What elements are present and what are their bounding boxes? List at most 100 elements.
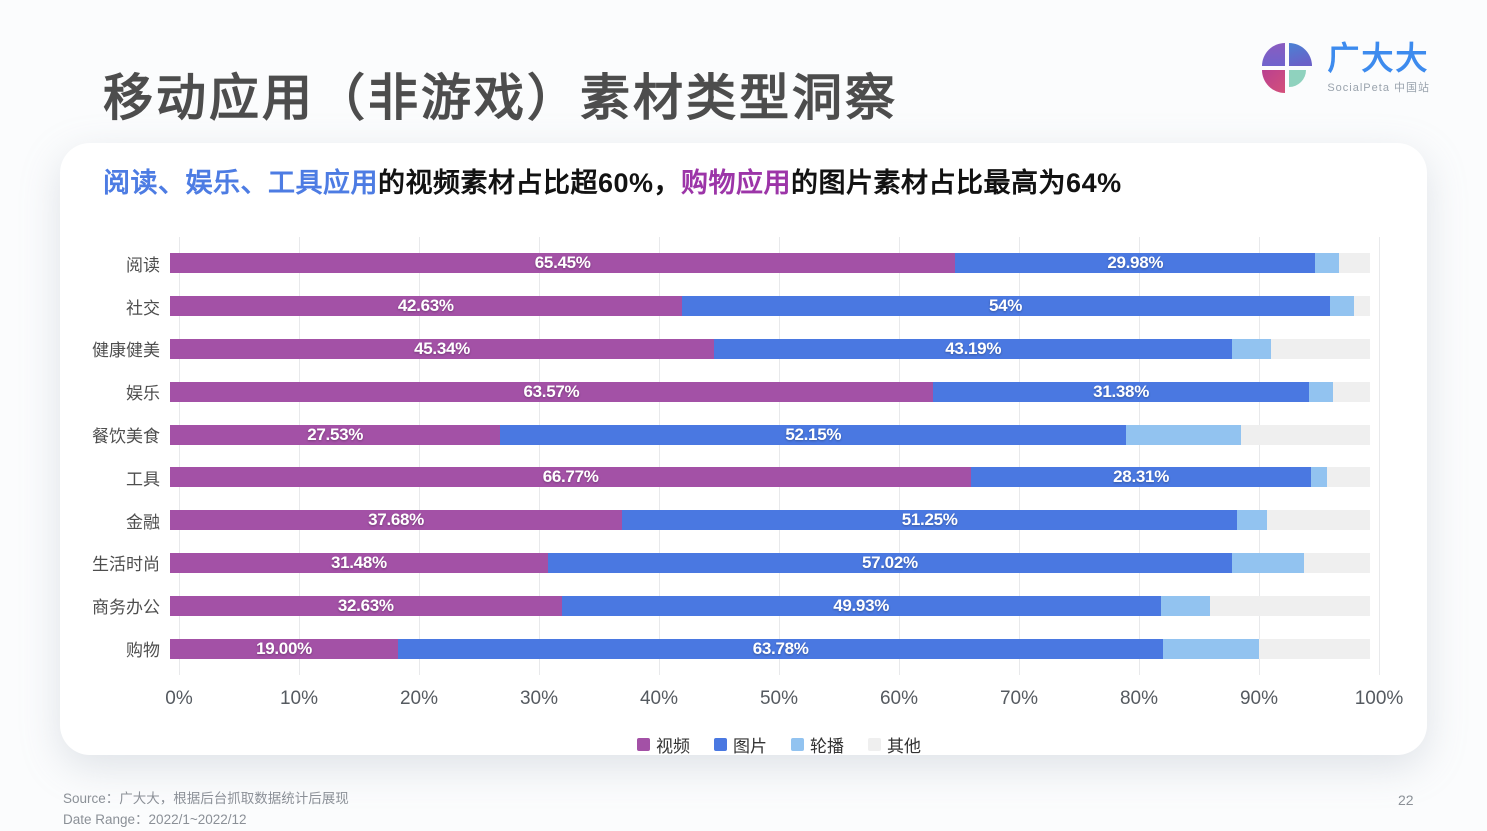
legend-label: 轮播 — [810, 737, 844, 756]
gridline — [899, 237, 900, 675]
legend-item-视频: 视频 — [637, 732, 690, 757]
bar-segment-图片: 43.19% — [714, 338, 1233, 359]
bar-segment-图片: 28.31% — [971, 467, 1311, 488]
gridline — [539, 237, 540, 675]
gridline — [1379, 237, 1380, 675]
bar-value-label: 29.98% — [1107, 253, 1164, 273]
bar-value-label: 63.57% — [523, 381, 580, 401]
legend-swatch-icon — [791, 738, 804, 751]
gridline — [299, 237, 300, 675]
bar-segment-轮播 — [1232, 338, 1271, 359]
headline-highlight-blue: 阅读、娱乐、工具应用 — [103, 168, 378, 198]
bar-segment-轮播 — [1163, 638, 1260, 659]
bar-segment-其他 — [1303, 552, 1370, 573]
chart-rows: 阅读 65.45% 29.98% 社交 42.63% 54% 健康健美 45.34% 43.19… — [60, 242, 1379, 670]
bar-segment-图片: 63.78% — [398, 638, 1164, 659]
bar-segment-其他 — [1241, 424, 1370, 445]
chart-gridlines — [179, 237, 1380, 675]
bar-segment-图片: 29.98% — [955, 253, 1316, 274]
bar-segment-其他 — [1209, 595, 1370, 616]
legend-swatch-icon — [868, 738, 881, 751]
category-label: 社交 — [126, 298, 160, 318]
bar-segment-其他 — [1327, 467, 1370, 488]
bar-track: 65.45% 29.98% — [170, 253, 1370, 274]
x-axis-tick: 90% — [1239, 688, 1279, 709]
legend-item-图片: 图片 — [714, 732, 767, 757]
x-axis-tick: 20% — [399, 688, 439, 709]
gridline — [1019, 237, 1020, 675]
bar-segment-视频: 37.68% — [170, 510, 623, 531]
legend-label: 图片 — [733, 737, 767, 756]
bar-segment-视频: 19.00% — [170, 638, 398, 659]
category-label: 商务办公 — [92, 598, 160, 618]
bar-track: 32.63% 49.93% — [170, 595, 1370, 616]
bar-value-label: 37.68% — [368, 510, 424, 530]
gridline — [659, 237, 660, 675]
bar-track: 27.53% 52.15% — [170, 424, 1370, 445]
headline-highlight-purple: 购物应用 — [681, 168, 792, 198]
x-axis-tick: 0% — [165, 688, 193, 709]
chart-row: 社交 42.63% 54% — [60, 285, 1379, 328]
bar-value-label: 66.77% — [542, 467, 599, 487]
bar-segment-视频: 65.45% — [170, 253, 956, 274]
bar-segment-其他 — [1259, 638, 1370, 659]
bar-segment-图片: 31.38% — [932, 381, 1310, 402]
x-axis-tick: 40% — [639, 688, 679, 709]
chart-card: 阅读、娱乐、工具应用的视频素材占比超60%，购物应用的图片素材占比最高为64% … — [60, 143, 1427, 756]
brand-subtext: SocialPeta 中国站 — [1327, 81, 1430, 94]
bar-segment-视频: 45.34% — [170, 338, 715, 359]
chart-row: 餐饮美食 27.53% 52.15% — [60, 413, 1379, 456]
chart-headline: 阅读、娱乐、工具应用的视频素材占比超60%，购物应用的图片素材占比最高为64% — [103, 168, 1122, 198]
chart-row: 商务办公 32.63% 49.93% — [60, 584, 1379, 627]
legend-swatch-icon — [714, 738, 727, 751]
gridline — [419, 237, 420, 675]
bar-segment-其他 — [1338, 253, 1370, 274]
bar-track: 66.77% 28.31% — [170, 467, 1370, 488]
legend-swatch-icon — [637, 738, 650, 751]
gridline — [1139, 237, 1140, 675]
bar-segment-轮播 — [1309, 381, 1334, 402]
bar-value-label: 65.45% — [534, 253, 591, 273]
date-range-line: Date Range：2022/1~2022/12 — [63, 811, 247, 827]
bar-segment-轮播 — [1160, 595, 1210, 616]
chart-row: 生活时尚 31.48% 57.02% — [60, 542, 1379, 585]
page-number: 22 — [1398, 792, 1414, 808]
bar-value-label: 31.48% — [330, 552, 387, 572]
bar-track: 42.63% 54% — [170, 296, 1370, 317]
bar-value-label: 32.63% — [337, 595, 394, 615]
bar-segment-轮播 — [1310, 467, 1328, 488]
gridline — [779, 237, 780, 675]
category-label: 阅读 — [126, 255, 160, 275]
chart-legend: 视频 图片 轮播 其他 — [179, 732, 1379, 757]
brand-logo: 广大大 SocialPeta 中国站 — [1259, 40, 1430, 96]
bar-value-label: 19.00% — [256, 638, 312, 658]
stacked-bar-chart: 阅读 65.45% 29.98% 社交 42.63% 54% 健康健美 45.34% 43.19… — [60, 237, 1403, 756]
page-title: 移动应用（非游戏）素材类型洞察 — [103, 70, 898, 126]
brand-name: 广大大 — [1327, 40, 1430, 77]
chart-row: 阅读 65.45% 29.98% — [60, 242, 1379, 285]
bar-segment-图片: 49.93% — [561, 595, 1161, 616]
bar-value-label: 63.78% — [752, 638, 809, 658]
bar-value-label: 54% — [988, 296, 1023, 316]
bar-value-label: 28.31% — [1113, 467, 1170, 487]
source-line: Source：广大大，根据后台抓取数据统计后展现 — [63, 791, 349, 806]
legend-item-轮播: 轮播 — [791, 732, 844, 757]
chart-row: 健康健美 45.34% 43.19% — [60, 328, 1379, 371]
bar-segment-视频: 63.57% — [170, 381, 933, 402]
category-label: 健康健美 — [92, 341, 160, 361]
bar-segment-轮播 — [1231, 552, 1304, 573]
x-axis-tick: 50% — [759, 688, 799, 709]
category-label: 购物 — [126, 641, 160, 661]
legend-item-其他: 其他 — [868, 732, 921, 757]
gridline — [1259, 237, 1260, 675]
brand-logo-icon — [1262, 43, 1313, 93]
bar-value-label: 31.38% — [1093, 381, 1150, 401]
bar-segment-其他 — [1353, 296, 1370, 317]
bar-segment-视频: 66.77% — [170, 467, 972, 488]
bar-track: 63.57% 31.38% — [170, 381, 1370, 402]
bar-value-label: 57.02% — [861, 552, 918, 572]
x-axis-tick: 60% — [879, 688, 919, 709]
bar-segment-轮播 — [1126, 424, 1242, 445]
bar-segment-轮播 — [1237, 510, 1268, 531]
category-label: 娱乐 — [126, 384, 160, 404]
